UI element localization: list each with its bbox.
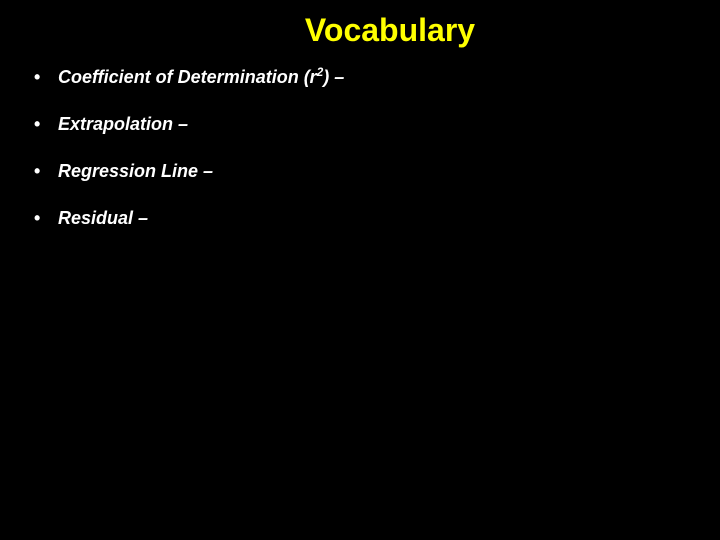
term-dash: – — [329, 67, 344, 87]
term-prefix: Regression Line — [58, 161, 198, 181]
term-dash: – — [198, 161, 213, 181]
term-prefix: Extrapolation — [58, 114, 173, 134]
list-item: Residual – — [34, 208, 720, 229]
list-item: Regression Line – — [34, 161, 720, 182]
term-prefix: Coefficient of Determination (r — [58, 67, 317, 87]
vocabulary-list: Coefficient of Determination (r2) – Extr… — [0, 67, 720, 229]
term-dash: – — [173, 114, 188, 134]
slide-container: Vocabulary Coefficient of Determination … — [0, 0, 720, 540]
list-item: Extrapolation – — [34, 114, 720, 135]
slide-title: Vocabulary — [0, 0, 720, 67]
list-item: Coefficient of Determination (r2) – — [34, 67, 720, 88]
term-dash: – — [133, 208, 148, 228]
term-prefix: Residual — [58, 208, 133, 228]
